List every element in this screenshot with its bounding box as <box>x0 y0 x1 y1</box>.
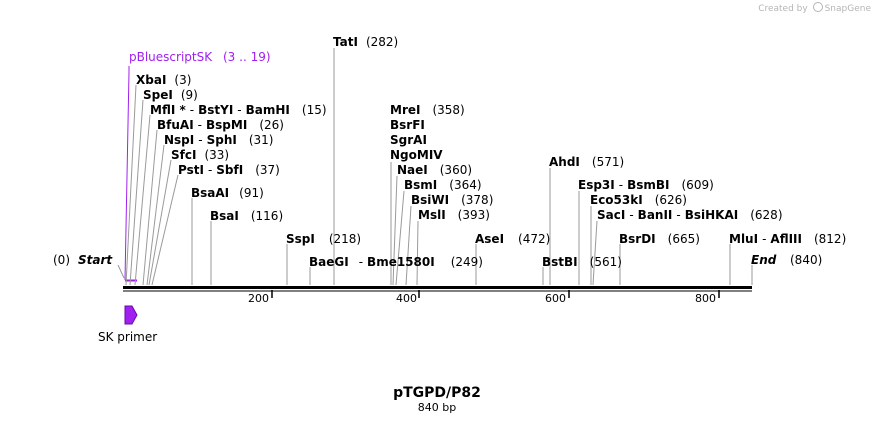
ruler-label: 800 <box>695 292 716 305</box>
site-label-naei[interactable]: NaeI (360) <box>397 163 472 177</box>
site-label-mfli[interactable]: MflI * - BstYI - BamHI (15) <box>150 103 327 117</box>
start-leader <box>117 264 125 279</box>
feature-name[interactable]: pBluescriptSK <box>129 50 213 64</box>
snapgene-credit: Created by SnapGene <box>758 2 871 14</box>
site-leader <box>405 205 412 286</box>
site-label-bfuai[interactable]: BfuAI - BspMI (26) <box>157 118 284 132</box>
site-label-sfci[interactable]: SfcI (33) <box>171 148 229 162</box>
site-leader <box>392 175 398 286</box>
site-leader <box>592 220 598 286</box>
primer-annotation[interactable]: SK primer <box>98 305 157 344</box>
site-leader <box>142 129 158 286</box>
site-leader <box>395 190 405 286</box>
site-label-asei[interactable]: AseI (472) <box>475 232 550 246</box>
site-leaders <box>125 48 731 286</box>
credit-brand: SnapGene <box>824 4 871 14</box>
site-leader <box>134 114 151 286</box>
sequence-ends: (0) Start End (840) <box>53 253 822 285</box>
ruler-label: 200 <box>248 292 269 305</box>
site-label-bsai[interactable]: BsaI (116) <box>210 209 283 223</box>
site-label-mlui[interactable]: MluI - AflIII (812) <box>729 232 846 246</box>
restriction-sites: TatI (282) XbaI (3) SpeI (9) MflI * - BstYI - B… <box>136 35 846 269</box>
ruler-label: 600 <box>545 292 566 305</box>
backbone-strand <box>123 286 752 289</box>
plasmid-length: 840 bp <box>418 401 456 414</box>
primer-label[interactable]: SK primer <box>98 330 157 344</box>
feature-leader <box>124 66 130 281</box>
plasmid-title: pTGPD/P82 <box>393 385 481 401</box>
feature-annotation[interactable]: pBluescriptSK (3 .. 19) <box>124 50 271 281</box>
primer-arrow-icon[interactable] <box>124 305 138 325</box>
site-label-bsiwi[interactable]: BsiWI (378) <box>411 193 493 207</box>
site-label-bsrdi[interactable]: BsrDI (665) <box>619 232 700 246</box>
feature-range: (3 .. 19) <box>223 50 271 64</box>
site-label-sspi[interactable]: SspI (218) <box>286 232 361 246</box>
site-label-esp3i[interactable]: Esp3I - BsmBI (609) <box>578 178 714 192</box>
site-leader <box>146 144 165 286</box>
start-position: (0) <box>53 253 70 267</box>
ruler-label: 400 <box>396 292 417 305</box>
site-label-bsmi[interactable]: BsmI (364) <box>404 178 482 192</box>
site-label-bstbi[interactable]: BstBI (561) <box>542 255 622 269</box>
site-leader <box>148 159 172 286</box>
site-leader <box>151 174 179 286</box>
snapgene-logo-icon <box>812 2 823 12</box>
site-label-psti[interactable]: PstI - SbfI (37) <box>178 163 280 177</box>
site-label-msli[interactable]: MslI (393) <box>418 208 490 222</box>
site-label-ahdi[interactable]: AhdI (571) <box>549 155 624 169</box>
site-leader <box>129 99 144 286</box>
site-label-baegi[interactable]: BaeGI - Bme1580I (249) <box>309 255 483 269</box>
ruler: 200 400 600 800 <box>248 290 720 305</box>
site-leader <box>125 84 137 286</box>
site-label-mrei[interactable]: MreI (358) <box>390 103 465 117</box>
site-label-tati[interactable]: TatI (282) <box>333 35 398 49</box>
dna-backbone <box>123 279 752 292</box>
start-label: Start <box>78 253 113 267</box>
site-label-bsrfi[interactable]: BsrFI <box>390 118 425 132</box>
end-label: End <box>751 253 777 267</box>
site-label-spei[interactable]: SpeI (9) <box>143 88 198 102</box>
site-label-bsaai[interactable]: BsaAI (91) <box>191 186 264 200</box>
site-label-xbai[interactable]: XbaI (3) <box>136 73 191 87</box>
site-label-saci[interactable]: SacI - BanII - BsiHKAI (628) <box>597 208 783 222</box>
site-label-eco53ki[interactable]: Eco53kI (626) <box>590 193 687 207</box>
site-label-nspi[interactable]: NspI - SphI (31) <box>164 133 273 147</box>
end-position: (840) <box>790 253 822 267</box>
site-label-ngomiv[interactable]: NgoMIV <box>390 148 443 162</box>
credit-prefix: Created by <box>758 4 808 14</box>
site-leader <box>416 220 419 286</box>
site-label-sgrai[interactable]: SgrAI <box>390 133 427 147</box>
